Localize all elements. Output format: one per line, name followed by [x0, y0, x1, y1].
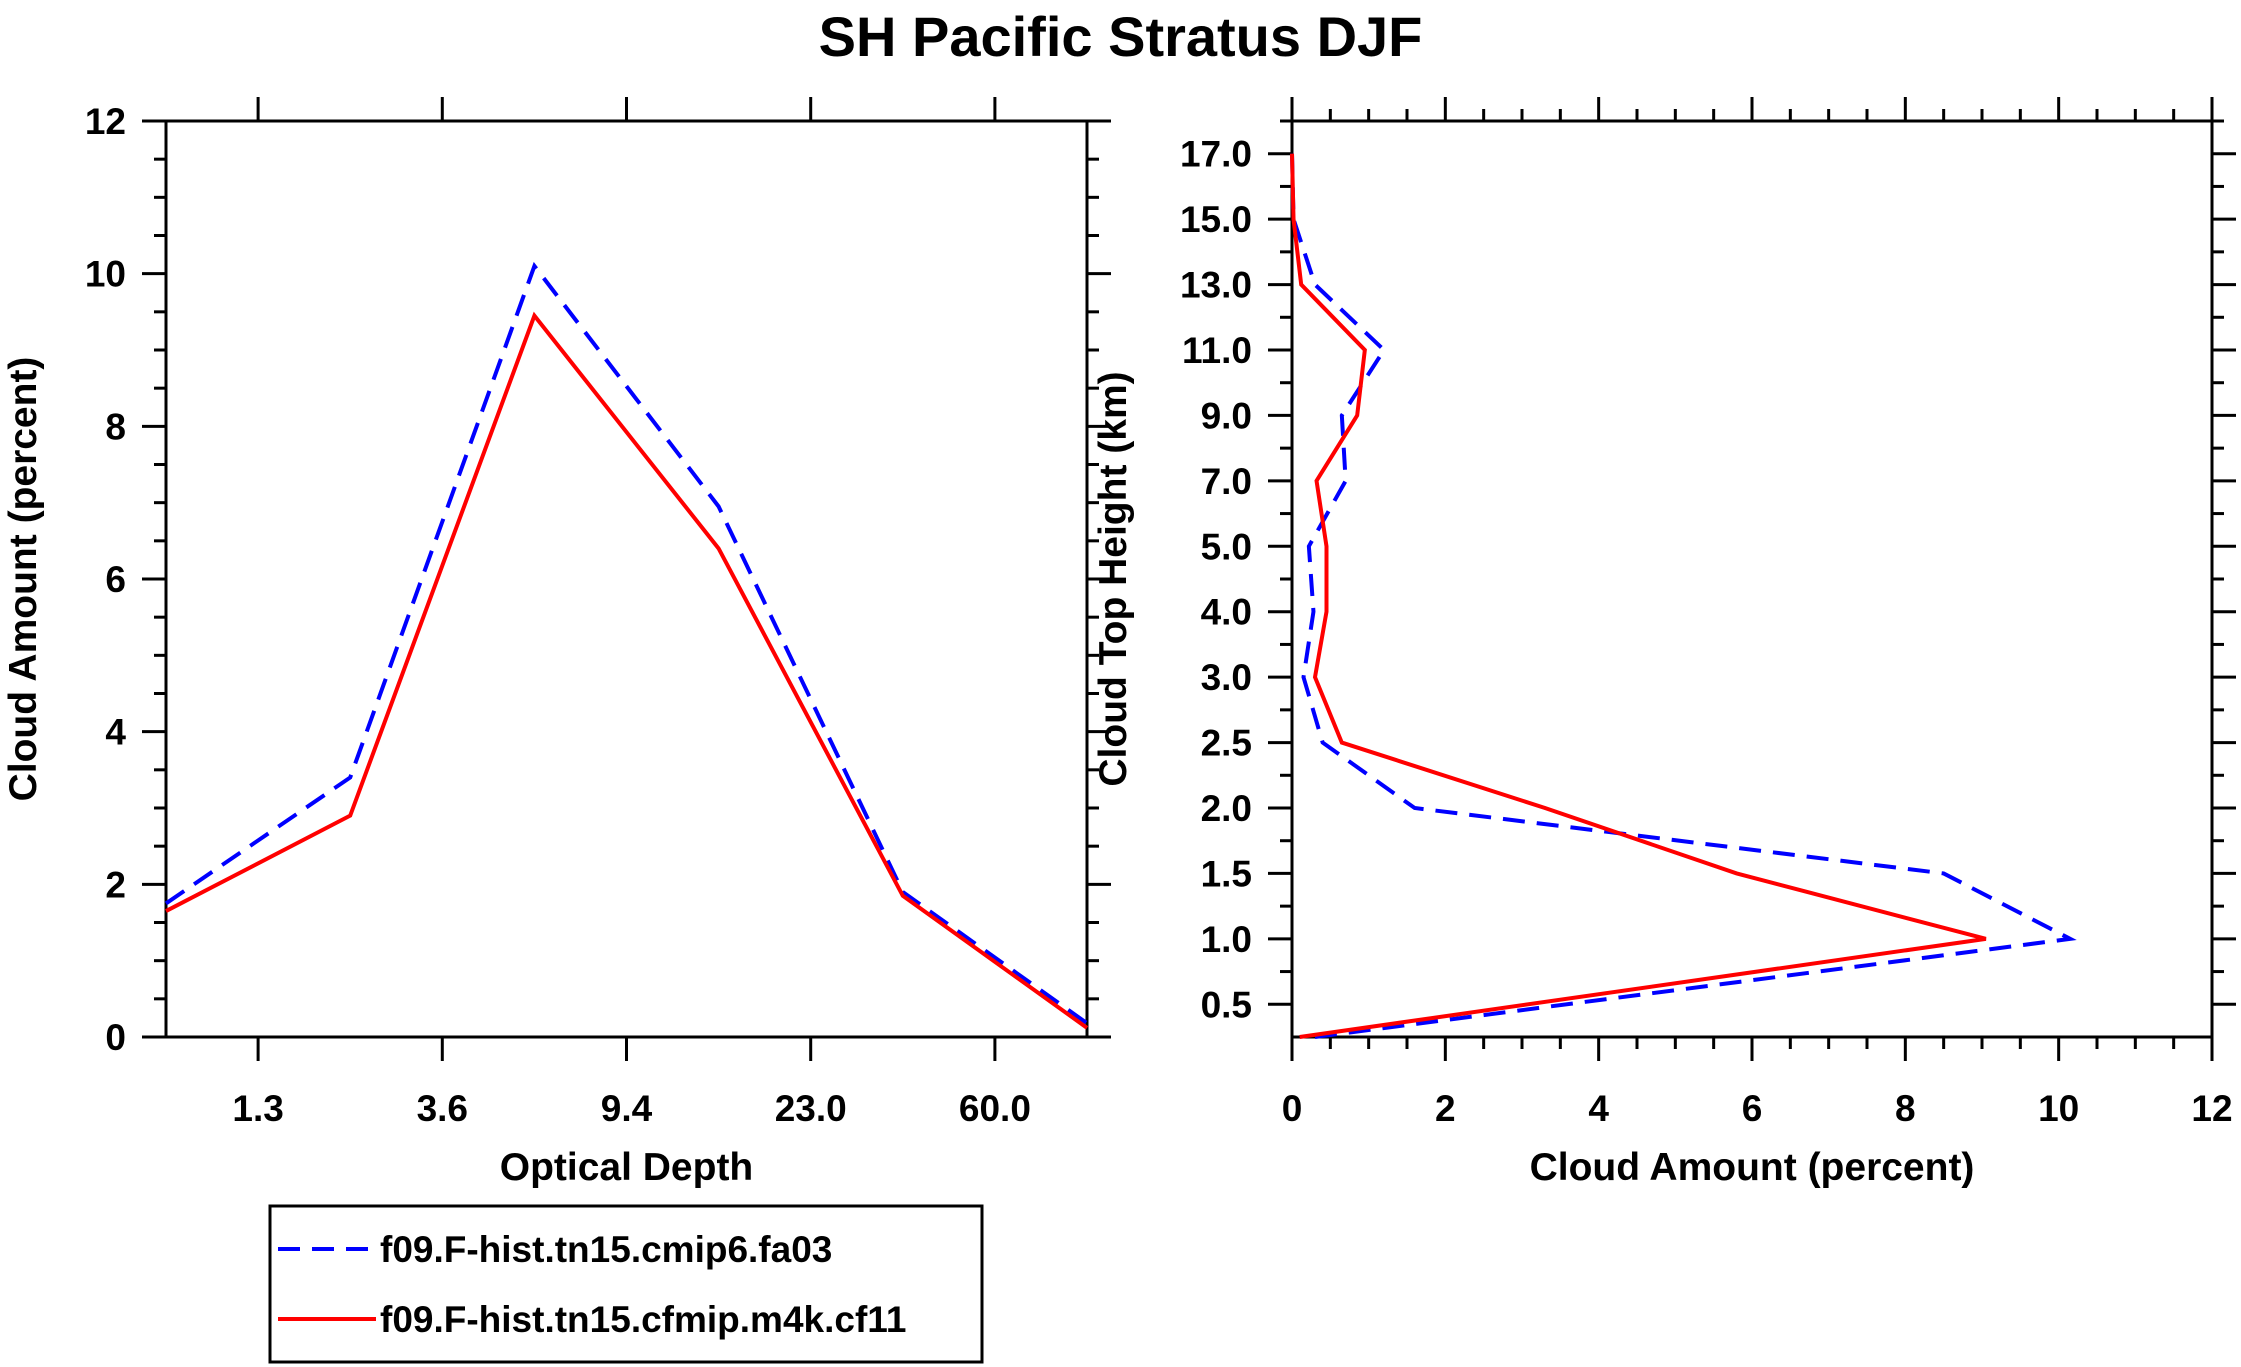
- y-tick-label: 15.0: [1180, 199, 1252, 240]
- x-tick-label: 60.0: [959, 1088, 1031, 1129]
- y-tick-label: 0: [105, 1017, 126, 1058]
- x-tick-label: 12: [2191, 1088, 2232, 1129]
- y-tick-label: 1.5: [1201, 853, 1252, 894]
- series-line-1: [1290, 153, 1987, 1039]
- series-line-1: [165, 311, 1089, 1030]
- x-tick-label: 8: [1895, 1088, 1916, 1129]
- legend-box: [268, 1204, 984, 1364]
- x-tick-label: 4: [1588, 1088, 1609, 1129]
- y-tick-label: 2.5: [1201, 723, 1252, 764]
- y-tick-label: 10: [85, 254, 126, 295]
- legend: f09.F-hist.tn15.cmip6.fa03 f09.F-hist.tn1…: [268, 1204, 984, 1364]
- chart-title: SH Pacific Stratus DJF: [818, 5, 1423, 68]
- x-axis-title: Optical Depth: [500, 1146, 754, 1189]
- y-tick-label: 13.0: [1180, 265, 1252, 306]
- y-tick-label: 2: [105, 864, 126, 905]
- y-tick-label: 6: [105, 559, 126, 600]
- y-axis-title: Cloud Amount (percent): [2, 357, 45, 802]
- y-tick-label: 8: [105, 406, 126, 447]
- series-line-0: [1290, 153, 2077, 1039]
- y-tick-label: 12: [85, 101, 126, 142]
- plot-frame: [164, 119, 1089, 1039]
- y-axis-title: Cloud Top Height (km): [1092, 371, 1135, 786]
- x-tick-label: 10: [2038, 1088, 2079, 1129]
- left-panel: 0 2 4 6 8 10 12 1.3 3.6 9.4 23.0 60.0 Optical Depth C…: [2, 97, 1111, 1189]
- x-axis-title: Cloud Amount (percent): [1530, 1146, 1975, 1189]
- x-tick-label: 23.0: [775, 1088, 847, 1129]
- x-tick-label: 9.4: [601, 1088, 653, 1129]
- legend-label-1: f09.F-hist.tn15.cfmip.m4k.cf11: [380, 1299, 906, 1340]
- y-tick-label: 2.0: [1201, 788, 1252, 829]
- y-tick-label: 11.0: [1182, 330, 1252, 371]
- x-tick-label: 3.6: [417, 1088, 468, 1129]
- x-tick-label: 2: [1435, 1088, 1456, 1129]
- series-line-0: [164, 261, 1089, 1025]
- y-tick-label: 5.0: [1201, 526, 1252, 567]
- y-tick-label: 4: [105, 712, 126, 753]
- x-tick-label: 0: [1282, 1088, 1303, 1129]
- plot-frame: [1290, 119, 2214, 1039]
- y-tick-label: 9.0: [1201, 395, 1252, 436]
- y-tick-label: 4.0: [1201, 592, 1252, 633]
- right-panel: 0 2 4 6 8 10 12 0.5 1.0 1.5 2.0 2.5 3.0 4.0 5.0 7.0 9.0 1…: [1092, 97, 2236, 1189]
- y-tick-label: 7.0: [1201, 461, 1252, 502]
- x-tick-label: 1.3: [232, 1088, 283, 1129]
- y-tick-label: 17.0: [1180, 134, 1252, 175]
- x-tick-label: 6: [1742, 1088, 1763, 1129]
- y-tick-label: 1.0: [1201, 919, 1252, 960]
- legend-label-0: f09.F-hist.tn15.cmip6.fa03: [380, 1229, 832, 1270]
- y-tick-label: 3.0: [1201, 657, 1252, 698]
- y-tick-label: 0.5: [1201, 984, 1252, 1025]
